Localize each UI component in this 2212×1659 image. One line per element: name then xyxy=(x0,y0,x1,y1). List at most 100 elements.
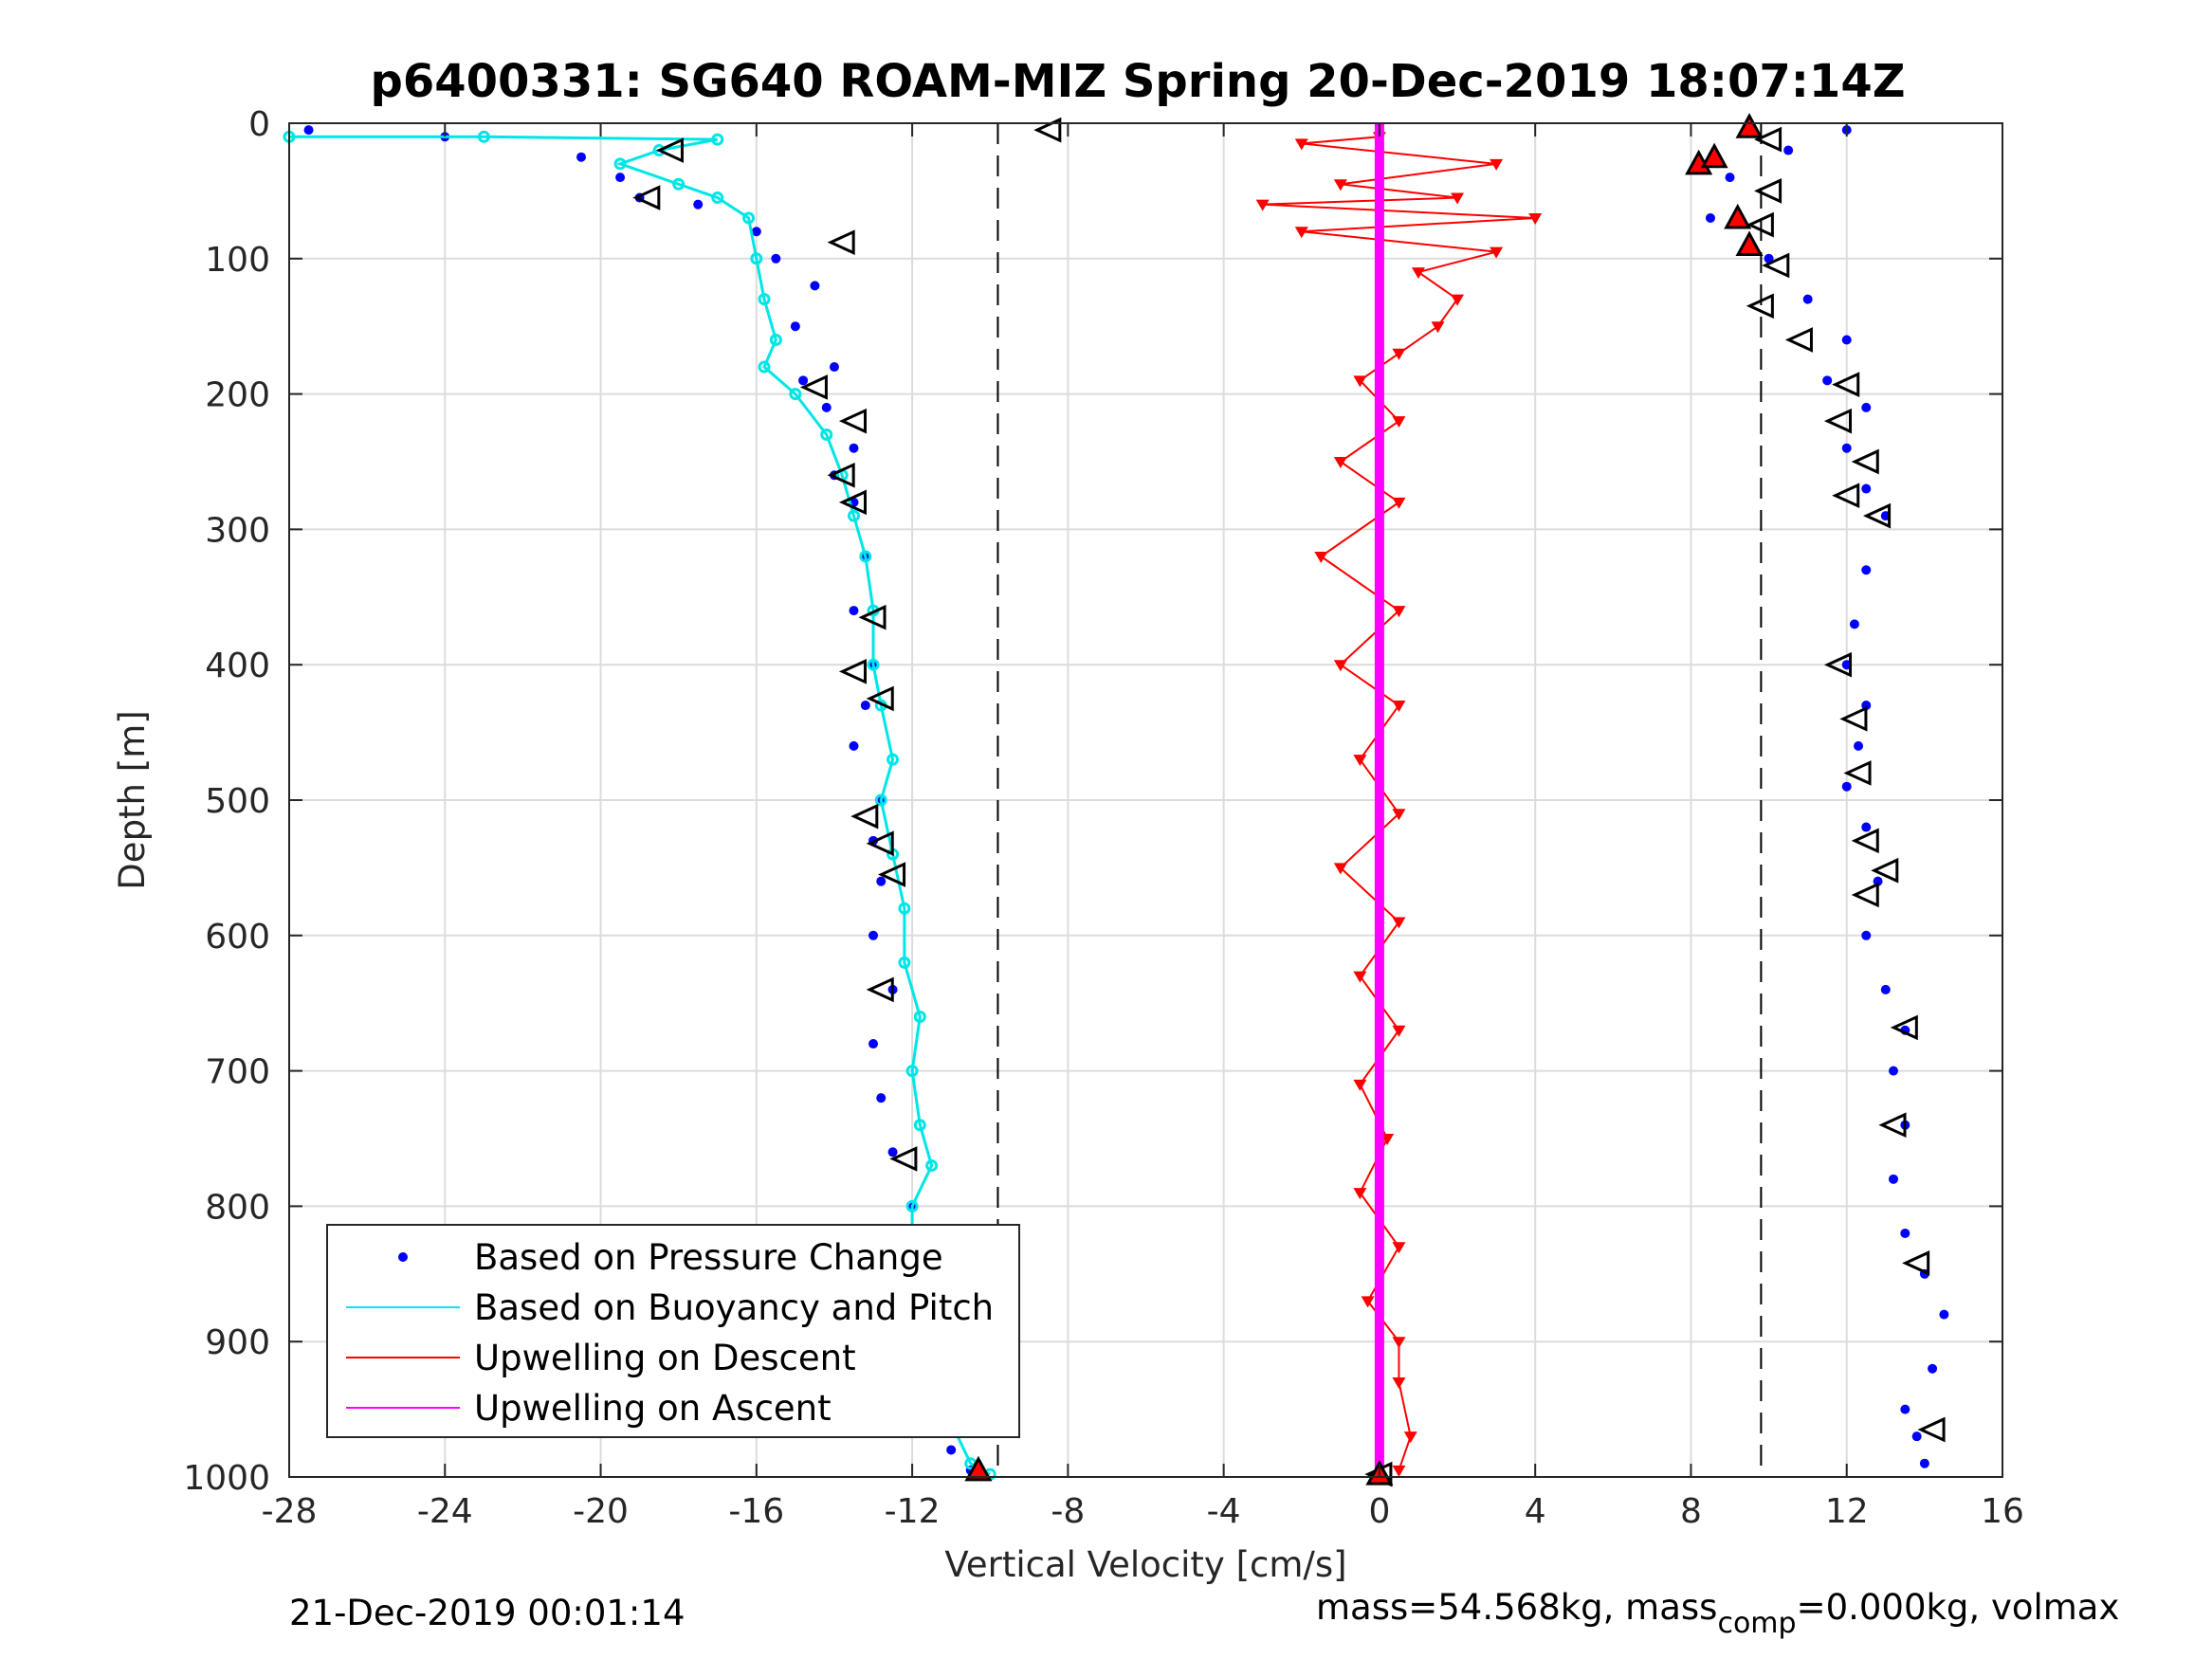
series-descent-point xyxy=(1451,294,1465,306)
series-buoyancy-point xyxy=(711,191,724,205)
series-pressure-point xyxy=(876,876,887,886)
open-triangle-marker xyxy=(632,185,661,210)
open-triangle-marker xyxy=(827,229,855,256)
series-descent-point xyxy=(1403,1431,1417,1444)
plot-data xyxy=(283,123,1949,1481)
legend-swatch xyxy=(398,1252,408,1262)
series-pressure-point xyxy=(1928,1363,1938,1374)
open-triangle-marker xyxy=(799,374,828,400)
open-triangle-marker xyxy=(1832,483,1860,509)
mass-text-rest: =0.000kg, volmax xyxy=(1797,1587,2120,1628)
series-buoyancy-point xyxy=(898,902,911,915)
series-descent-line xyxy=(1262,136,1536,1471)
series-descent-point xyxy=(1392,701,1406,713)
x-tick-label: -12 xyxy=(885,1492,941,1531)
series-descent-point xyxy=(1353,375,1367,388)
series-pressure-point xyxy=(771,253,781,264)
y-tick-label: 100 xyxy=(205,241,270,280)
open-triangle-marker xyxy=(850,803,879,830)
series-buoyancy-point xyxy=(905,1199,919,1212)
open-triangle-marker xyxy=(866,685,894,712)
chart-title: p6400331: SG640 ROAM-MIZ Spring 20-Dec-2… xyxy=(370,55,1905,108)
series-buoyancy-point xyxy=(750,252,763,265)
x-tick-label: -8 xyxy=(1051,1492,1085,1531)
y-tick-label: 0 xyxy=(248,105,270,144)
series-descent-point xyxy=(1333,457,1347,468)
series-buoyancy-point xyxy=(874,793,887,807)
series-descent-point xyxy=(1528,212,1543,225)
y-axis-label: Depth [m] xyxy=(112,710,153,889)
legend-label: Based on Buoyancy and Pitch xyxy=(474,1287,994,1328)
red-triangle-marker xyxy=(1735,113,1764,138)
series-pressure-point xyxy=(1841,443,1852,453)
series-pressure-point xyxy=(303,125,314,136)
y-tick-label: 300 xyxy=(205,511,270,550)
axis-ticks: -28 -24 -20 -16 -12 -8 -4 0 4 8 12 16 0 100 200 300 400 5… xyxy=(183,105,2024,1531)
x-tick-label: 4 xyxy=(1525,1492,1546,1531)
x-tick-label: -20 xyxy=(573,1492,629,1531)
series-pressure-point xyxy=(1900,1228,1910,1238)
series-pressure-point xyxy=(1822,375,1833,386)
open-triangle-marker xyxy=(1784,327,1813,353)
open-triangle-marker xyxy=(1851,828,1879,854)
y-tick-label: 500 xyxy=(205,782,270,821)
red-triangle-marker xyxy=(1735,230,1764,257)
series-descent-point xyxy=(1392,416,1406,428)
open-triangle-marker xyxy=(1746,293,1774,319)
y-tick-label: 600 xyxy=(205,918,270,957)
series-pressure-point xyxy=(849,740,859,751)
series-descent-point xyxy=(1353,1079,1367,1091)
series-buoyancy-point xyxy=(887,753,900,766)
series-descent-point xyxy=(1392,606,1406,618)
open-triangle-marker xyxy=(866,976,894,1003)
series-pressure-point xyxy=(1889,1174,1899,1184)
series-buoyancy-point xyxy=(742,211,756,225)
series-buoyancy-point xyxy=(711,133,724,146)
red-triangle-marker xyxy=(964,1455,993,1482)
series-pressure-point xyxy=(1849,619,1859,629)
footer-mass-info: mass=54.568kg, masscomp=0.000kg, volmax xyxy=(1316,1587,2119,1640)
series-descent-point xyxy=(1392,1242,1406,1254)
series-pressure-point xyxy=(1861,565,1872,575)
series-buoyancy-point xyxy=(758,293,771,306)
series-pressure-point xyxy=(1783,145,1794,155)
series-descent-point xyxy=(1451,192,1465,205)
series-pressure-point xyxy=(1764,253,1774,264)
series-descent-point xyxy=(1353,1188,1367,1200)
y-tick-label: 200 xyxy=(205,376,270,415)
series-pressure-point xyxy=(751,227,761,237)
open-triangle-marker xyxy=(1746,211,1774,238)
series-descent-point xyxy=(1333,863,1347,875)
series-descent-point xyxy=(1392,1465,1406,1477)
series-pressure-point xyxy=(1861,930,1872,940)
open-triangle-marker xyxy=(655,137,684,163)
series-pressure-point xyxy=(1854,740,1864,751)
legend-label: Upwelling on Descent xyxy=(474,1338,856,1378)
series-buoyancy-point xyxy=(898,956,911,969)
open-triangle-marker xyxy=(1753,126,1782,153)
series-buoyancy-point xyxy=(789,388,802,401)
series-pressure-point xyxy=(849,443,859,453)
series-pressure-point xyxy=(821,402,832,412)
series-buoyancy-point xyxy=(925,1159,939,1173)
series-descent-point xyxy=(1333,660,1347,672)
x-tick-label: 8 xyxy=(1680,1492,1702,1531)
y-tick-label: 800 xyxy=(205,1188,270,1227)
series-buoyancy-point xyxy=(913,1119,926,1132)
series-descent-point xyxy=(1411,267,1425,280)
x-axis-label: Vertical Velocity [cm/s] xyxy=(944,1544,1346,1585)
series-buoyancy-point xyxy=(905,1065,919,1078)
series-pressure-point xyxy=(1900,1404,1910,1414)
series-pressure-point xyxy=(887,1147,898,1158)
x-tick-label: 0 xyxy=(1368,1492,1390,1531)
open-triangle-marker xyxy=(1832,372,1860,397)
series-pressure-point xyxy=(1802,294,1813,304)
series-pressure-point xyxy=(576,152,587,162)
series-descent-point xyxy=(1314,551,1328,563)
open-triangle-marker xyxy=(838,489,867,516)
series-pressure-point xyxy=(1705,212,1715,223)
series-pressure-point xyxy=(1841,781,1852,792)
legend-label: Based on Pressure Change xyxy=(474,1237,943,1278)
x-tick-label: 12 xyxy=(1825,1492,1869,1531)
